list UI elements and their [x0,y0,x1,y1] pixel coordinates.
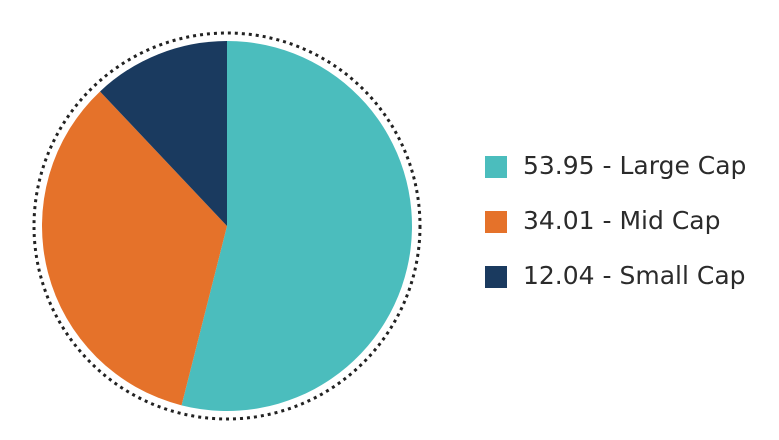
legend-swatch [485,211,507,233]
legend-label: 53.95 - Large Cap [523,151,746,180]
legend-label: 34.01 - Mid Cap [523,206,720,235]
legend-swatch [485,266,507,288]
dotted-ring [32,31,422,421]
pie-slice [181,41,412,411]
legend-swatch [485,156,507,178]
pie-slice [41,91,227,406]
legend-label: 12.04 - Small Cap [523,261,746,290]
pie-slice [100,41,227,226]
